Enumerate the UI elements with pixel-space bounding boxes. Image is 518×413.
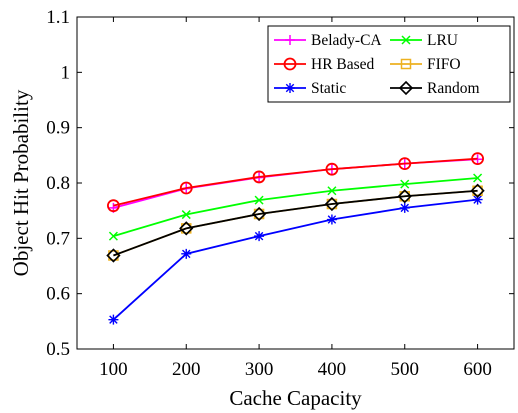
data-point-random	[470, 183, 485, 198]
x-axis-title: Cache Capacity	[229, 386, 362, 410]
series-layer	[106, 152, 485, 325]
data-point-hr-based	[471, 152, 484, 166]
data-point-static	[326, 214, 337, 225]
x-tick-label: 600	[463, 359, 492, 380]
data-point-hr-based	[179, 181, 193, 195]
series-line-lru	[113, 177, 478, 237]
series-hr-based	[107, 152, 484, 213]
y-tick-label: 0.5	[46, 339, 70, 360]
x-tick-label: 300	[245, 359, 274, 380]
data-point-static	[108, 314, 119, 325]
data-point-random	[324, 196, 340, 212]
y-tick-label: 1.1	[46, 7, 70, 28]
legend-item-lru: LRU	[390, 32, 458, 49]
legend-label: FIFO	[427, 56, 461, 73]
axis-ticks: 0.5 0.6 0.7 0.8 0.9 1 1.1 100 200 300 400 500 600	[46, 7, 514, 380]
legend-box	[267, 25, 511, 103]
series-lru	[108, 173, 483, 241]
legend-marker	[398, 80, 414, 96]
series-line-hr-based	[113, 157, 478, 207]
legend-label: HR Based	[311, 56, 375, 73]
series-static	[108, 194, 483, 325]
series-fifo	[108, 185, 483, 261]
series-random	[106, 183, 485, 263]
data-point-random	[397, 189, 412, 204]
data-point-lru	[400, 179, 410, 189]
data-point-lru	[181, 210, 191, 220]
data-point-hr-based	[252, 170, 266, 184]
y-axis-title: Object Hit Probability	[9, 89, 33, 276]
data-point-static	[254, 231, 265, 242]
legend-marker	[285, 83, 295, 93]
data-point-random	[106, 248, 121, 263]
data-point-lru	[108, 231, 118, 241]
data-point-lru	[327, 186, 337, 196]
x-tick-label: 100	[99, 359, 128, 380]
series-line-static	[112, 198, 478, 321]
legend-marker	[400, 58, 412, 70]
data-point-lru	[473, 173, 483, 183]
data-point-static	[181, 248, 192, 259]
legend-marker	[285, 35, 295, 45]
y-tick-label: 0.6	[46, 284, 70, 305]
legend-label: LRU	[427, 32, 458, 49]
x-tick-label: 500	[391, 359, 420, 380]
legend-item-fifo: FIFO	[390, 56, 461, 73]
series-line-belady-ca	[113, 158, 478, 209]
legend-item-random: Random	[390, 80, 480, 97]
legend-label: Belady-CA	[311, 32, 382, 49]
legend-item-static: Static	[274, 80, 346, 97]
legend-marker	[401, 35, 411, 45]
legend-marker	[283, 57, 297, 71]
legend-item-hr-based: HR Based	[274, 56, 375, 73]
data-point-random	[251, 206, 267, 222]
legend: Belady-CA LRU HR Based FIFO Static Random	[267, 25, 511, 103]
data-point-hr-based	[325, 162, 339, 176]
series-line-fifo	[113, 189, 478, 257]
data-point-hr-based	[398, 157, 412, 171]
y-tick-label: 0.9	[46, 118, 70, 139]
data-point-hr-based	[107, 199, 120, 213]
y-tick-label: 0.7	[46, 228, 70, 249]
y-tick-label: 1	[61, 62, 71, 83]
data-point-static	[399, 202, 410, 213]
data-point-static	[472, 194, 483, 205]
x-tick-label: 200	[172, 359, 201, 380]
legend-item-belady-ca: Belady-CA	[274, 32, 382, 49]
y-tick-label: 0.8	[46, 173, 70, 194]
data-point-lru	[254, 195, 264, 205]
series-line-random	[113, 189, 478, 257]
legend-label: Random	[427, 80, 480, 97]
x-tick-label: 400	[318, 359, 347, 380]
data-point-fifo	[108, 250, 119, 261]
legend-label: Static	[311, 80, 346, 97]
data-point-random	[179, 221, 194, 236]
